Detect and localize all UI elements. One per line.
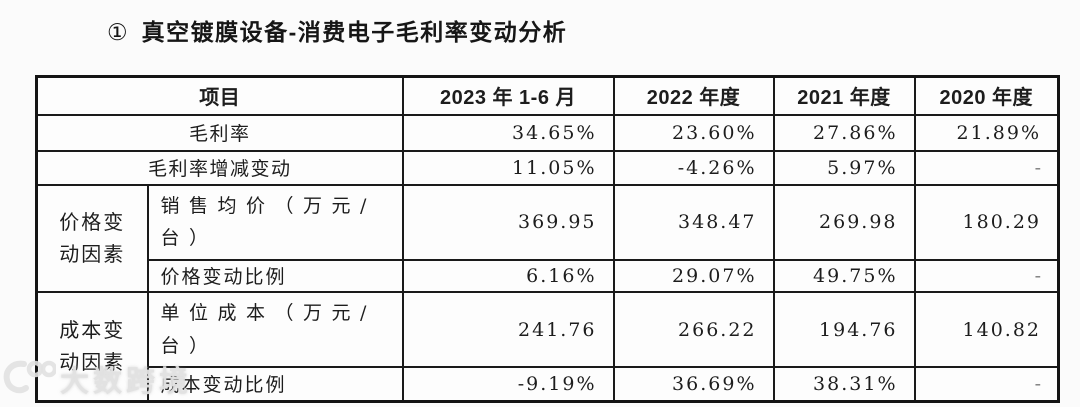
value-cell: 348.47 bbox=[612, 183, 775, 261]
value-cell: -4.26% bbox=[612, 149, 775, 186]
value-cell: 241.76 bbox=[401, 290, 615, 369]
header-period-2021: 2021 年度 bbox=[772, 75, 916, 116]
table-row-unit-cost: 成本变动因素 单位成本（万元/台） 241.76 266.22 194.76 1… bbox=[35, 290, 1060, 403]
row-label: 价格变动比例 bbox=[146, 258, 404, 293]
category-cell-cost-factor: 成本变动因素 bbox=[35, 290, 149, 403]
value-cell: 266.22 bbox=[612, 290, 775, 369]
value-cell: 21.89% bbox=[913, 113, 1060, 152]
table-row-avg-price: 价格变动因素 销售均价（万元/台） 369.95 348.47 269.98 1… bbox=[35, 183, 1060, 293]
header-item: 项目 bbox=[35, 75, 404, 116]
value-cell: 5.97% bbox=[772, 149, 916, 186]
table-row-margin-change: 毛利率增减变动 11.05% -4.26% 5.97% - bbox=[35, 149, 1060, 186]
title-number-marker: ① bbox=[107, 19, 128, 45]
value-cell: 27.86% bbox=[772, 113, 916, 152]
value-cell: 11.05% bbox=[401, 149, 615, 186]
value-cell: 36.69% bbox=[612, 366, 775, 403]
category-cell-price-factor: 价格变动因素 bbox=[35, 183, 149, 293]
table-header-row: 项目 2023 年 1-6 月 2022 年度 2021 年度 2020 年度 bbox=[35, 75, 1060, 116]
value-cell: 369.95 bbox=[401, 183, 615, 261]
value-cell: 269.98 bbox=[772, 183, 916, 261]
value-cell: 34.65% bbox=[401, 113, 615, 152]
margin-analysis-table: 项目 2023 年 1-6 月 2022 年度 2021 年度 2020 年度 … bbox=[35, 75, 1060, 403]
value-cell: 23.60% bbox=[612, 113, 775, 152]
table-row-cost-change-ratio: 成本变动比例 -9.19% 36.69% 38.31% - bbox=[37, 366, 1060, 403]
row-label: 毛利率增减变动 bbox=[35, 149, 404, 186]
row-label: 销售均价（万元/台） bbox=[146, 183, 404, 261]
value-cell: 140.82 bbox=[913, 290, 1060, 369]
value-cell: 49.75% bbox=[772, 258, 916, 293]
title-text: 真空镀膜设备-消费电子毛利率变动分析 bbox=[141, 19, 568, 45]
page-title: ① 真空镀膜设备-消费电子毛利率变动分析 bbox=[107, 13, 567, 47]
value-cell: 6.16% bbox=[401, 258, 615, 293]
header-period-2023: 2023 年 1-6 月 bbox=[401, 75, 615, 116]
value-cell-empty: - bbox=[913, 366, 1060, 403]
value-cell-empty: - bbox=[913, 258, 1060, 293]
row-label: 成本变动比例 bbox=[146, 366, 404, 403]
value-cell: 29.07% bbox=[612, 258, 775, 293]
value-cell: 194.76 bbox=[772, 290, 916, 369]
row-label: 毛利率 bbox=[35, 113, 404, 152]
table-row-price-change-ratio: 价格变动比例 6.16% 29.07% 49.75% - bbox=[37, 258, 1060, 293]
row-label: 单位成本（万元/台） bbox=[146, 290, 404, 369]
header-period-2020: 2020 年度 bbox=[913, 75, 1060, 116]
value-cell: 180.29 bbox=[913, 183, 1060, 261]
table-row-gross-margin: 毛利率 34.65% 23.60% 27.86% 21.89% bbox=[35, 113, 1060, 152]
value-cell: -9.19% bbox=[401, 366, 615, 403]
value-cell-empty: - bbox=[913, 149, 1060, 186]
header-period-2022: 2022 年度 bbox=[612, 75, 775, 116]
value-cell: 38.31% bbox=[772, 366, 916, 403]
